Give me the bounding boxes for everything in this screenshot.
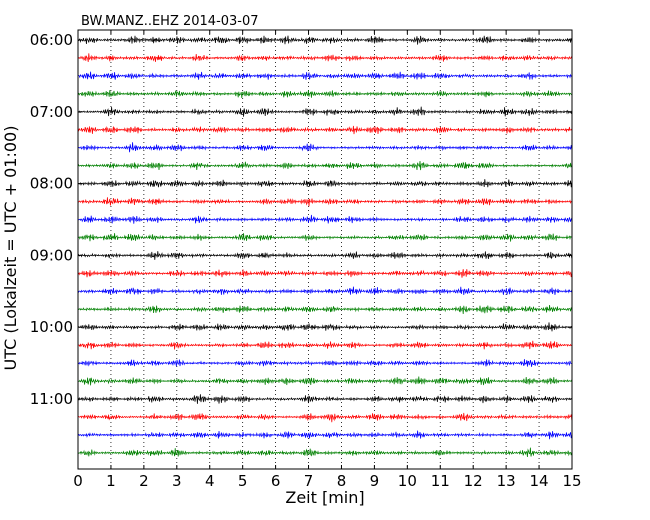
trace-line [77,359,573,367]
trace-line [77,447,573,457]
trace-line [77,125,573,135]
x-tick-label: 11 [431,472,450,490]
x-tick-label: 3 [172,472,182,490]
y-tick-label: 08:00 [30,175,73,193]
x-tick-label: 12 [464,472,483,490]
x-tick-label: 8 [337,472,347,490]
x-tick-label: 13 [497,472,516,490]
trace-line [77,376,573,386]
trace-line [77,53,573,63]
trace-line [77,322,573,332]
trace-line [77,233,573,242]
trace-line [77,179,573,188]
y-tick-label: 07:00 [30,103,73,121]
x-tick-label: 1 [106,472,116,490]
trace-line [77,71,572,80]
x-tick-label: 10 [398,472,417,490]
x-tick-label: 5 [238,472,248,490]
seismogram-traces [77,35,573,457]
x-tick-label: 2 [139,472,149,490]
y-tick-label: 06:00 [30,31,73,49]
trace-line [77,106,573,117]
trace-line [77,430,573,440]
x-tick-label: 14 [530,472,549,490]
trace-line [77,35,573,45]
x-tick-label: 6 [271,472,281,490]
x-tick-label: 4 [205,472,215,490]
plot-frame [77,29,573,470]
x-tick-label: 7 [304,472,314,490]
y-axis-label: UTC (Lokalzeit = UTC + 01:00) [1,126,20,371]
trace-line [77,269,573,278]
trace-line [77,142,573,153]
y-tick-label: 10:00 [30,318,73,336]
trace-line [77,251,573,260]
x-tick-label: 15 [562,472,581,490]
y-tick-label: 11:00 [30,390,73,408]
x-tick-label: 0 [73,472,83,490]
trace-line [77,304,573,315]
tick-labels: 0 1 2 3 4 5 6 7 8 9 10 11 12 13 14 1506:0007:0008:0009:… [30,31,582,490]
trace-line [77,340,572,350]
axis-ticks [77,30,573,469]
trace-line [77,412,573,423]
trace-line [77,160,573,171]
trace-line [77,214,573,224]
chart-title: BW.MANZ..EHZ 2014-03-07 [81,14,259,29]
trace-line [77,89,573,98]
x-axis-label: Zeit [min] [285,488,364,507]
y-tick-label: 09:00 [30,246,73,264]
trace-line [77,197,572,207]
trace-line [77,286,573,295]
trace-line [77,394,572,404]
x-tick-label: 9 [370,472,380,490]
